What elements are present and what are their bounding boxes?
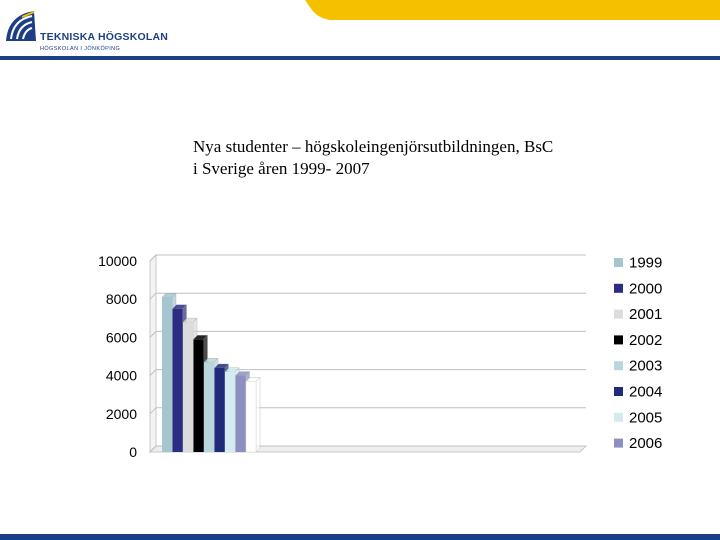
y-tick-label: 2000 [106,406,137,422]
y-tick-label: 10000 [98,253,137,269]
bar [162,297,172,452]
legend-label: 2002 [629,332,662,349]
y-tick-label: 0 [129,444,137,460]
legend-label: 2003 [629,358,662,375]
bar [214,367,225,452]
gridline-depth [149,407,157,415]
gridline-depth [149,445,157,453]
bar-side [255,376,261,453]
logo-emblem-icon [6,11,36,41]
gridline-depth [149,331,157,338]
legend-label: 2005 [629,409,662,426]
logo-name: TEKNISKA HÖGSKOLAN [40,31,169,43]
bar [235,375,246,452]
gridline-depth [149,292,157,300]
legend-swatch [614,387,623,396]
bar [193,339,204,452]
legend-swatch [614,258,623,267]
bar [172,308,183,452]
slide-title: Nya studenter – högskoleingenjörsutbildn… [193,137,554,178]
legend-swatch [614,438,623,448]
y-tick-label: 8000 [106,291,137,307]
header-decoration [0,0,720,60]
bar [225,371,235,452]
bar [245,381,257,453]
gridline-depth [149,369,157,376]
bar [183,322,193,452]
y-tick-label: 4000 [106,368,137,384]
legend-label: 2006 [629,435,662,452]
footer-bar [0,534,720,540]
gridline-depth [149,254,157,262]
bar [204,362,214,452]
legend-label: 2001 [629,306,662,323]
legend-swatch [614,412,623,422]
legend-label: 2004 [629,384,662,401]
header-bar: TEKNISKA HÖGSKOLAN HÖGSKOLAN I JÖNKÖPING [0,0,720,60]
logo: TEKNISKA HÖGSKOLAN HÖGSKOLAN I JÖNKÖPING [4,9,174,53]
y-tick-label: 6000 [106,329,137,345]
legend-swatch [614,283,623,293]
logo-subtitle: HÖGSKOLAN I JÖNKÖPING [40,46,121,52]
legend-label: 2000 [629,280,662,297]
chart-side-wall [149,253,157,454]
legend-label: 1999 [629,255,662,272]
legend-swatch [614,335,623,345]
legend-swatch [614,361,623,371]
legend-swatch [614,309,623,319]
